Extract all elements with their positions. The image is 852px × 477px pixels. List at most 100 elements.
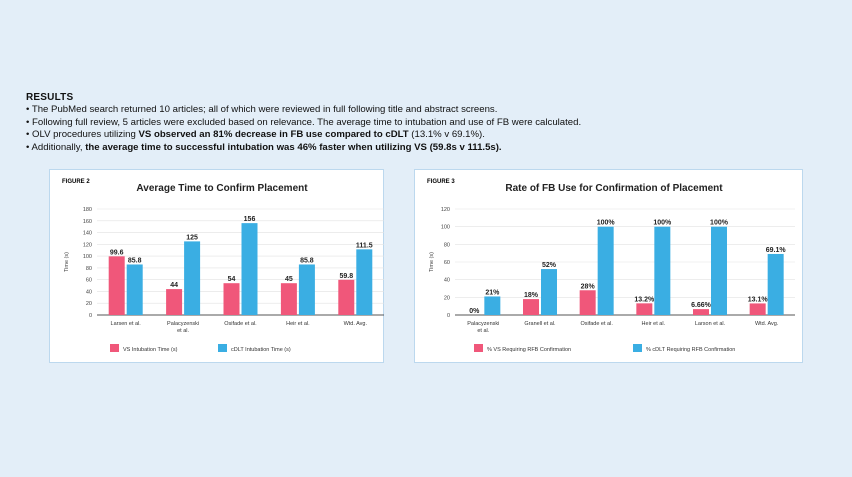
bar-vs [223, 283, 240, 315]
results-line: • Following full review, 5 articles were… [26, 117, 581, 129]
data-label: 156 [244, 216, 256, 223]
data-label: 45 [285, 276, 293, 283]
x-tick-label: Granell et al. [524, 321, 556, 327]
y-tick-label: 40 [444, 278, 450, 284]
results-line: • The PubMed search returned 10 articles… [26, 104, 581, 116]
x-tick-label: Osifade et al. [580, 321, 613, 327]
data-label: 18% [524, 292, 539, 299]
y-axis-label: Time (s) [429, 252, 435, 272]
bar-cdlt [356, 249, 373, 315]
x-tick-label: Heir et al. [642, 321, 666, 327]
data-label: 69.1% [766, 247, 787, 254]
y-tick-label: 20 [444, 295, 450, 301]
legend-swatch [474, 344, 483, 352]
legend-swatch [218, 344, 227, 352]
figure-label: FIGURE 2 [62, 179, 90, 185]
y-tick-label: 60 [86, 278, 92, 284]
bar-cdlt [298, 264, 315, 315]
line-text: • Additionally, [26, 141, 86, 153]
results-line: • OLV procedures utilizing VS observed a… [26, 129, 581, 141]
bar-cdlt [711, 226, 727, 315]
line-text: • Following full review, 5 articles were… [26, 116, 582, 128]
data-label: 6.66% [691, 302, 712, 309]
data-label: 100% [710, 220, 729, 227]
data-label: 13.2% [634, 296, 655, 303]
line-bold-text: VS observed an 81% decrease in FB use co… [138, 129, 409, 141]
x-tick-label: Wtd. Avg. [344, 321, 368, 327]
results-line: • Additionally, the average time to succ… [26, 142, 581, 154]
x-tick-label: Heir et al. [286, 321, 310, 327]
x-tick-label: Palacyzenski [467, 321, 499, 327]
legend-swatch [633, 344, 642, 352]
bar-cdlt [126, 264, 143, 315]
line-text: • OLV procedures utilizing [26, 129, 139, 141]
bar-vs [749, 303, 766, 315]
results-heading: RESULTS [26, 92, 74, 103]
bar-cdlt [241, 223, 258, 315]
line-text: (13.1% v 69.1%). [408, 129, 485, 141]
bar-vs [523, 299, 539, 315]
data-label: 0% [469, 308, 480, 315]
figure-label: FIGURE 3 [427, 179, 455, 185]
bar-vs [579, 290, 596, 315]
data-label: 13.1% [748, 296, 769, 303]
x-tick-label: Osifade et al. [224, 321, 257, 327]
y-tick-label: 40 [86, 289, 92, 295]
x-tick-label: et al. [477, 328, 489, 334]
data-label: 44 [170, 282, 178, 289]
figure-2-panel: FIGURE 2 Average Time to Confirm Placemen… [49, 169, 384, 363]
line-bold-text: the average time to successful intubatio… [85, 141, 502, 153]
y-tick-label: 140 [83, 231, 92, 237]
data-label: 100% [597, 220, 616, 227]
data-label: 52% [542, 262, 557, 269]
legend-label: cDLT Intubation Time (s) [231, 347, 291, 353]
y-tick-label: 80 [444, 242, 450, 248]
data-label: 111.5 [356, 242, 373, 249]
y-tick-label: 0 [89, 313, 92, 319]
bar-cdlt [484, 296, 501, 315]
bar-cdlt [767, 253, 784, 315]
bar-cdlt [654, 226, 671, 315]
y-tick-label: 120 [83, 242, 92, 248]
bar-vs [280, 283, 297, 315]
bar-vs [338, 279, 355, 315]
legend-label: VS Intubation Time (s) [123, 347, 178, 353]
line-text: • The PubMed search returned 10 articles… [26, 104, 498, 116]
legend-label: % VS Requiring RFB Confirmation [487, 347, 571, 353]
x-tick-label: Palacyzenski [167, 321, 199, 327]
bar-cdlt [597, 226, 614, 315]
data-label: 100% [653, 220, 672, 227]
bar-vs [108, 256, 125, 315]
figure-3-chart: FIGURE 3 Rate of FB Use for Confirmation … [427, 179, 795, 353]
y-tick-label: 0 [447, 313, 450, 319]
figure-3-panel: FIGURE 3 Rate of FB Use for Confirmation … [414, 169, 803, 363]
y-axis-label: Time (s) [64, 252, 70, 272]
data-label: 85.8 [128, 257, 142, 264]
y-tick-label: 60 [444, 260, 450, 266]
x-tick-label: Larson et al. [695, 321, 726, 327]
bar-cdlt [184, 241, 201, 315]
bar-vs [166, 289, 183, 315]
chart-title: Average Time to Confirm Placement [136, 183, 308, 194]
y-tick-label: 100 [83, 254, 92, 260]
data-label: 99.6 [110, 249, 124, 256]
chart-title: Rate of FB Use for Confirmation of Place… [505, 183, 723, 194]
data-label: 85.8 [300, 257, 314, 264]
y-tick-label: 160 [83, 219, 92, 225]
bar-vs [693, 309, 709, 315]
y-tick-label: 20 [86, 301, 92, 307]
data-label: 54 [228, 276, 236, 283]
legend-label: % cDLT Requiring RFB Confirmation [646, 347, 735, 353]
y-tick-label: 100 [441, 225, 450, 231]
y-tick-label: 80 [86, 266, 92, 272]
bar-cdlt [541, 269, 557, 315]
y-tick-label: 180 [83, 207, 92, 213]
results-section: RESULTS • The PubMed search returned 10 … [26, 92, 581, 154]
data-label: 21% [485, 289, 500, 296]
x-tick-label: Wtd. Avg. [755, 321, 779, 327]
bar-vs [636, 303, 653, 315]
y-tick-label: 120 [441, 207, 450, 213]
data-label: 125 [186, 234, 198, 241]
data-label: 59.8 [339, 273, 353, 280]
data-label: 28% [581, 283, 596, 290]
